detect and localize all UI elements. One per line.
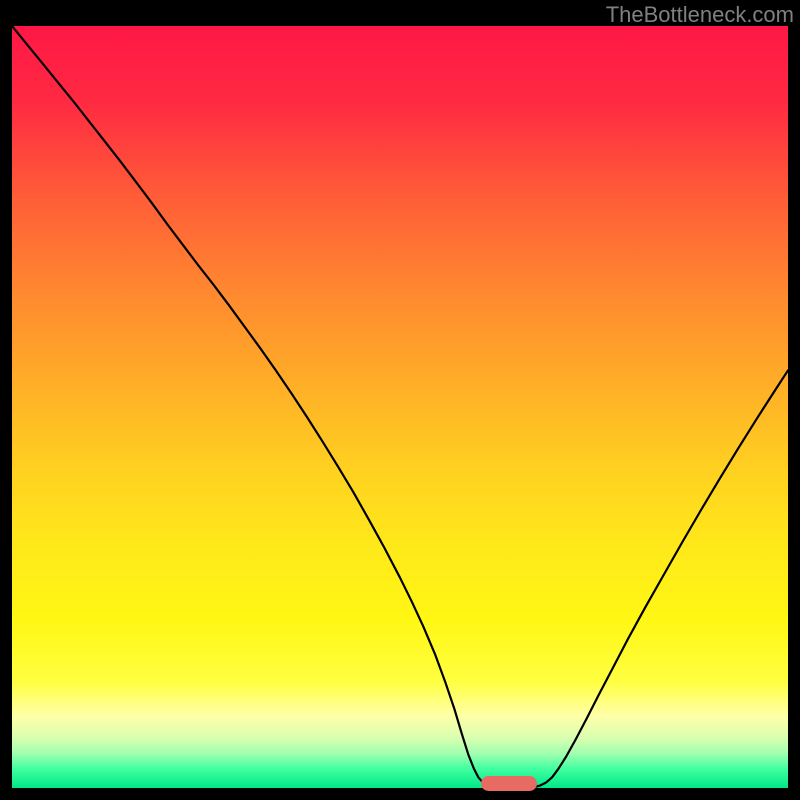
chart-frame: TheBottleneck.com [0, 0, 800, 800]
source-watermark: TheBottleneck.com [606, 2, 794, 28]
bottleneck-curve [12, 26, 788, 788]
optimal-range-marker [481, 776, 537, 791]
plot-area [12, 26, 788, 788]
